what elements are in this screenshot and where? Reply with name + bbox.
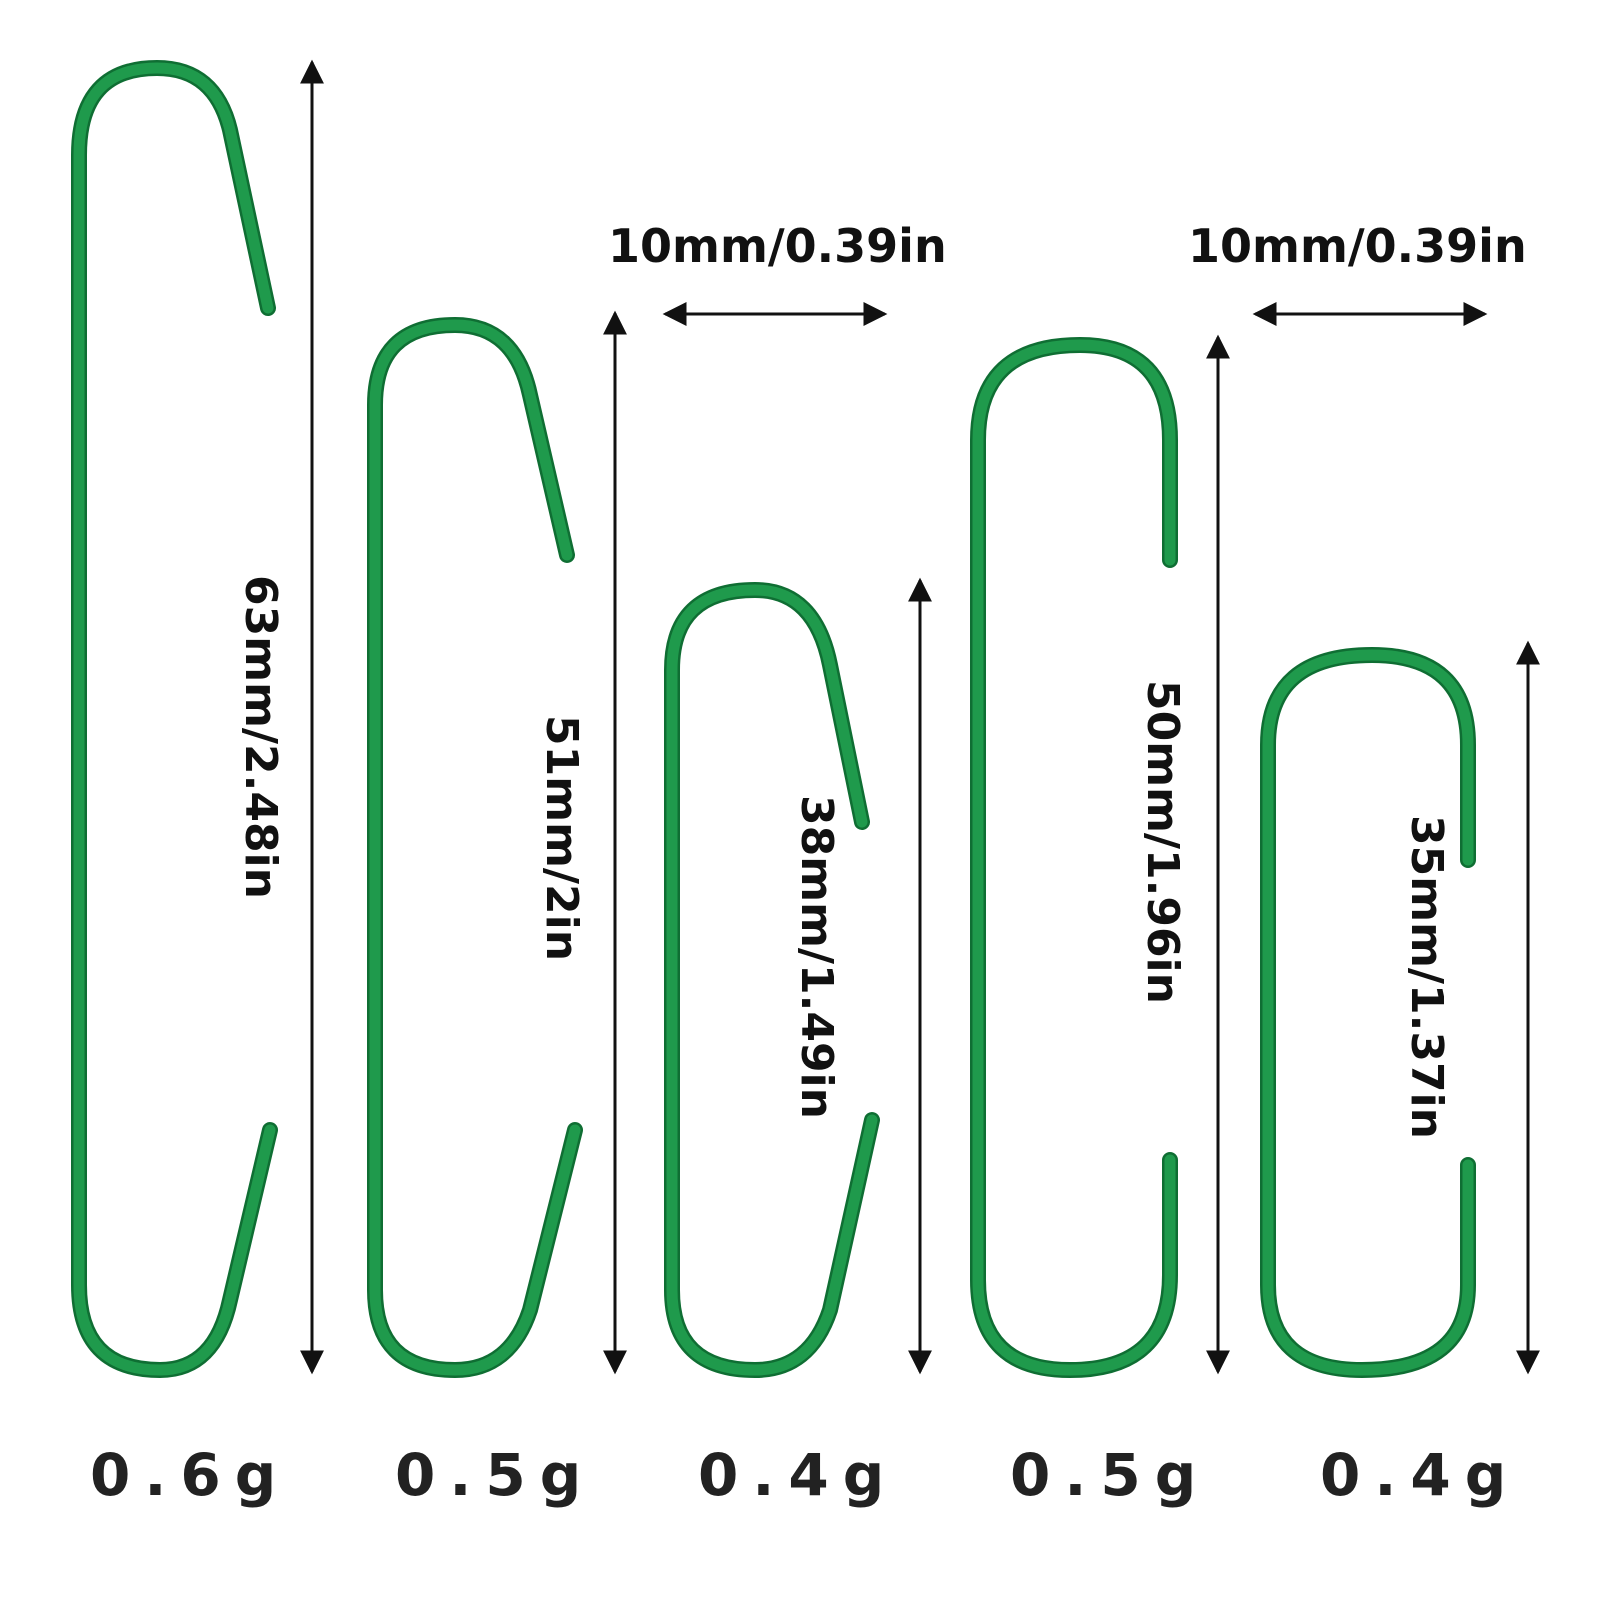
hook-4-length-label: 50mm/1.96in — [1137, 680, 1188, 1004]
hook-2: 51mm/2in 0.5g — [367, 310, 627, 1509]
hook-1-weight: 0.6g — [90, 1441, 290, 1509]
width-label-2: 10mm/0.39in — [1188, 219, 1527, 273]
width-label-1: 10mm/0.39in — [608, 219, 947, 273]
hook-1: 63mm/2.48in 0.6g — [71, 59, 324, 1509]
hook-5-weight: 0.4g — [1320, 1441, 1520, 1509]
hook-2-wire — [369, 319, 581, 1376]
hook-3-length-label: 38mm/1.49in — [791, 795, 842, 1119]
hook-5-wire — [1262, 649, 1474, 1376]
hook-1-length-label: 63mm/2.48in — [235, 575, 286, 899]
hook-2-length-label: 51mm/2in — [536, 715, 587, 961]
hook-3-wire — [666, 584, 878, 1376]
hook-5: 35mm/1.37in 0.4g — [1260, 640, 1540, 1509]
hook-3-weight: 0.4g — [698, 1441, 898, 1509]
hook-4-weight: 0.5g — [1010, 1441, 1210, 1509]
hook-1-wire — [73, 62, 276, 1376]
hook-3: 38mm/1.49in 0.4g 10mm/0.39in — [608, 219, 947, 1509]
hook-5-length-label: 35mm/1.37in — [1401, 815, 1452, 1139]
hook-4: 50mm/1.96in 0.5g 10mm/0.39in — [970, 219, 1527, 1509]
hook-4-wire — [972, 339, 1176, 1376]
hook-2-weight: 0.5g — [395, 1441, 595, 1509]
